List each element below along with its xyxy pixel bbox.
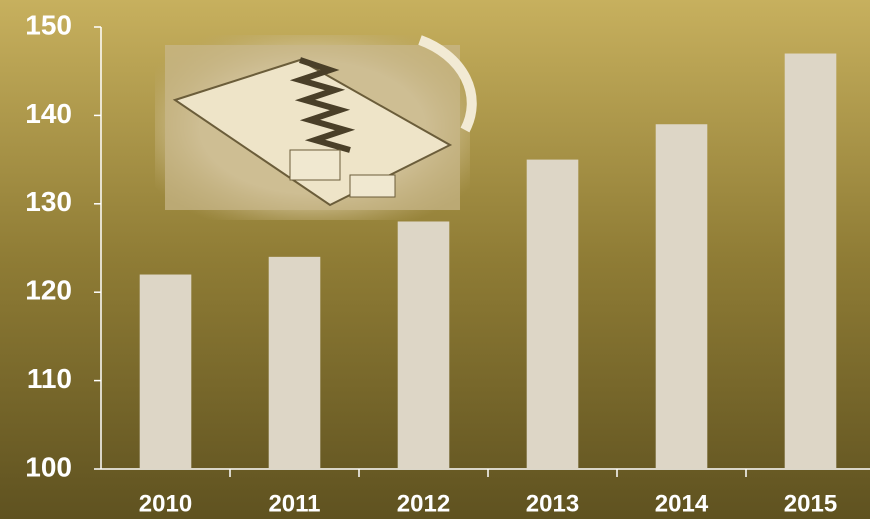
x-tick-label: 2014 [655, 490, 709, 517]
y-tick-label: 110 [27, 363, 72, 394]
bar [784, 53, 837, 470]
y-tick-label: 130 [25, 186, 72, 217]
x-tick-label: 2013 [526, 490, 579, 517]
bar [526, 159, 579, 469]
bar [397, 221, 450, 469]
y-tick-label: 120 [25, 275, 72, 306]
photo [155, 35, 477, 220]
bar [268, 256, 321, 469]
x-tick-label: 2015 [784, 490, 837, 517]
x-tick-label: 2010 [139, 490, 192, 517]
x-tick-label: 2011 [268, 490, 320, 517]
bar [655, 124, 708, 470]
y-tick-label: 140 [25, 98, 72, 129]
y-tick-label: 150 [25, 9, 72, 40]
x-tick-label: 2012 [397, 490, 450, 517]
y-tick-label: 100 [25, 451, 72, 482]
bar [139, 274, 192, 469]
